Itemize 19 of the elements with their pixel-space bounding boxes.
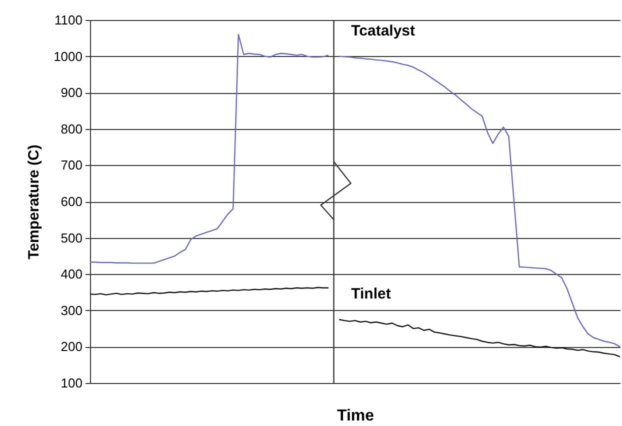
x-axis-title: Time	[336, 408, 374, 424]
y-tick-label: 400	[60, 266, 82, 282]
y-tick-label: 900	[60, 85, 82, 100]
line-series	[338, 56, 621, 348]
y-tick-label: 100	[60, 376, 82, 390]
series-label: Tcatalyst	[351, 22, 416, 40]
y-tick-label: 1100	[54, 12, 82, 28]
y-tick-label: 600	[60, 194, 82, 209]
line-series	[89, 286, 330, 296]
y-tick-label: 200	[60, 339, 82, 354]
line-series	[338, 318, 621, 358]
y-tick-label: 500	[60, 230, 82, 246]
y-tick-label: 300	[60, 302, 82, 318]
line-series	[89, 34, 330, 264]
y-tick-label: 1000	[54, 48, 82, 64]
y-tick-label: 800	[60, 121, 82, 136]
y-tick-label: 700	[60, 158, 82, 173]
series-label: Tinlet	[351, 285, 391, 302]
y-axis-title: Temperature (C)	[26, 144, 43, 260]
